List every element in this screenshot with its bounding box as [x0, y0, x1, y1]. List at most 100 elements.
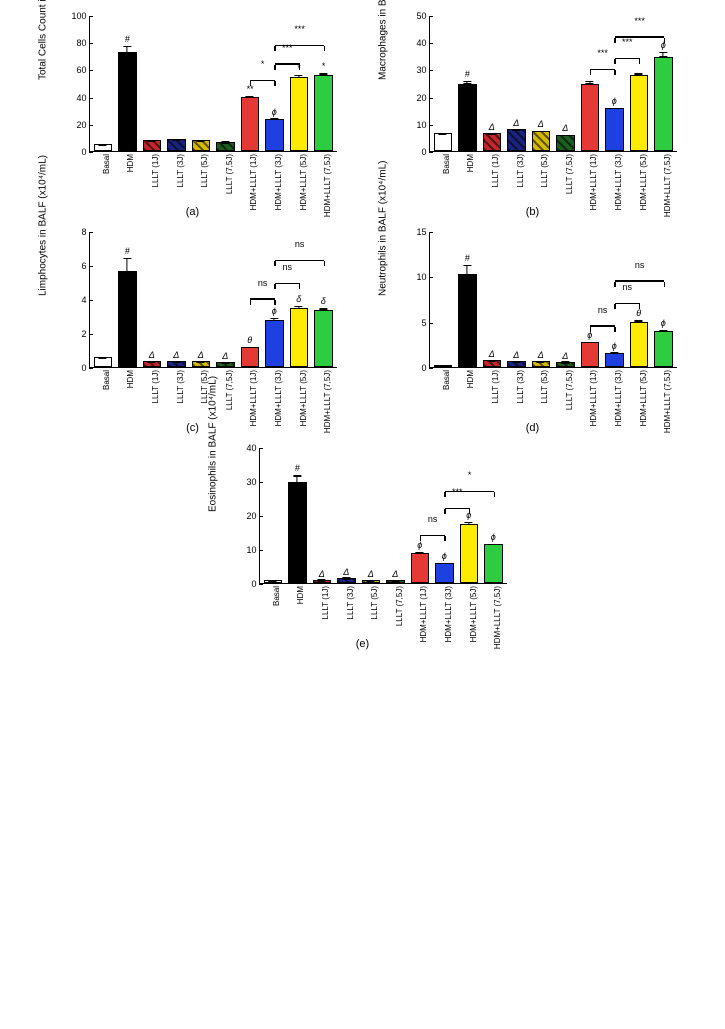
bar: Δ — [337, 578, 356, 583]
bar-annotation: # — [465, 253, 470, 263]
x-tick-label: HDM+LLLT (1J) — [589, 370, 598, 426]
subplot-label: (c) — [186, 422, 199, 434]
subplot-label: (d) — [526, 422, 539, 434]
x-tick-label: HDM+LLLT (1J) — [589, 154, 598, 210]
bar: ϕ — [460, 524, 479, 583]
y-tick: 2 — [81, 329, 86, 339]
bar-slot: Δ — [556, 16, 575, 151]
error-bar — [467, 81, 468, 84]
error-bar — [565, 135, 566, 136]
x-tick-label: LLLT (5J) — [540, 154, 549, 188]
bar: * — [290, 77, 309, 151]
error-bar — [614, 108, 615, 109]
chart-d: Neutrophils in BALF (x10⁴/mL)051015#ΔΔΔΔ… — [383, 226, 683, 416]
bar-slot: Δ — [216, 232, 235, 367]
x-tick-label: LLLT (7,5J) — [225, 370, 234, 410]
bar: Δ — [556, 362, 575, 367]
y-tick: 5 — [421, 318, 426, 328]
x-tick-label: HDM+LLLT (7,5J) — [323, 154, 332, 217]
bar: # — [458, 84, 477, 152]
y-tick: 4 — [81, 295, 86, 305]
bar-slot: ϕ — [484, 448, 503, 583]
bar: ϕ — [654, 57, 673, 152]
plot-area: #**ϕ********* — [89, 16, 337, 152]
bar-slot: # — [118, 16, 137, 151]
error-bar — [274, 119, 275, 120]
x-tick-label: LLLT (1J) — [151, 370, 160, 404]
x-tick-label: HDM+LLLT (7,5J) — [663, 154, 672, 217]
bar-slot: Δ — [483, 232, 502, 367]
y-tick: 50 — [416, 11, 426, 21]
bar — [434, 365, 453, 367]
bar-annotation: δ — [296, 294, 301, 304]
x-tick-label: HDM+LLLT (1J) — [419, 586, 428, 642]
y-tick: 20 — [76, 120, 86, 130]
bar: Δ — [216, 362, 235, 367]
error-bar — [274, 318, 275, 321]
bar-annotation: Δ — [562, 351, 568, 361]
bar — [630, 75, 649, 151]
bar: Δ — [192, 361, 211, 367]
bar-slot: Δ — [386, 448, 405, 583]
error-bar — [540, 131, 541, 132]
bar-annotation: ϕ — [612, 96, 617, 106]
x-tick-label: Basal — [102, 154, 111, 174]
error-bar — [249, 347, 250, 348]
bar-slot: Δ — [483, 16, 502, 151]
bar-slot: ϕ — [460, 448, 479, 583]
bar-annotation: Δ — [198, 350, 204, 360]
bar-annotation: ϕ — [417, 540, 422, 550]
panel-d: Neutrophils in BALF (x10⁴/mL)051015#ΔΔΔΔ… — [383, 226, 683, 434]
bar-slot — [630, 16, 649, 151]
x-tick-label: HDM+LLLT (3J) — [274, 370, 283, 426]
error-bar — [493, 544, 494, 545]
bar: ϕ — [484, 544, 503, 583]
y-axis-label: Macrophages in BALF (x10⁴/mL) — [377, 0, 388, 80]
x-tick-label: LLLT (7,5J) — [565, 154, 574, 194]
x-tick-label: HDM+LLLT (3J) — [614, 370, 623, 426]
bar-slot: # — [458, 16, 477, 151]
x-tick-label: LLLT (1J) — [491, 370, 500, 404]
y-tick: 80 — [76, 38, 86, 48]
bar-annotation: Δ — [513, 350, 519, 360]
bar-slot: ϕ — [605, 232, 624, 367]
error-bar — [298, 306, 299, 309]
bar: Δ — [313, 580, 332, 583]
bar-slot: ϕ — [265, 232, 284, 367]
bar: Δ — [483, 360, 502, 367]
x-tick-label: HDM+LLLT (3J) — [274, 154, 283, 210]
bar-slot: Δ — [556, 232, 575, 367]
y-tick: 0 — [421, 147, 426, 157]
bar-annotation: * — [321, 61, 325, 71]
bar — [143, 140, 162, 151]
x-tick-label: LLLT (3J) — [516, 370, 525, 404]
plot-area: #ΔΔΔΔϕϕϕϕns**** — [259, 448, 507, 584]
subplot-label: (b) — [526, 206, 539, 218]
bar-annotation: Δ — [562, 123, 568, 133]
x-tick-label: LLLT (5J) — [200, 154, 209, 188]
bar-slot — [434, 16, 453, 151]
bar-slot: * — [290, 16, 309, 151]
bar-slot — [143, 16, 162, 151]
bar: Δ — [556, 135, 575, 151]
x-tick-label: LLLT (7,5J) — [395, 586, 404, 626]
bar: # — [118, 52, 137, 151]
bar-slot: * — [314, 16, 333, 151]
error-bar — [249, 96, 250, 98]
error-bar — [444, 563, 445, 564]
x-tick-label: HDM — [296, 586, 305, 604]
bar: # — [288, 482, 307, 583]
x-tick-label: HDM — [126, 370, 135, 388]
x-tick-label: Basal — [442, 370, 451, 390]
bar — [94, 144, 113, 151]
subplot-label: (e) — [356, 638, 369, 650]
bar-slot: ϕ — [411, 448, 430, 583]
bar-annotation: ϕ — [272, 306, 277, 316]
y-axis-label: Neutrophils in BALF (x10⁴/mL) — [377, 161, 388, 296]
bar-slot — [434, 232, 453, 367]
y-tick: 10 — [246, 545, 256, 555]
bar-annotation: Δ — [343, 567, 349, 577]
bar-slot: ϕ — [435, 448, 454, 583]
panel-a: Total Cells Count in BALF (x10⁴/mL)02040… — [43, 10, 343, 218]
bar: ϕ — [265, 119, 284, 151]
